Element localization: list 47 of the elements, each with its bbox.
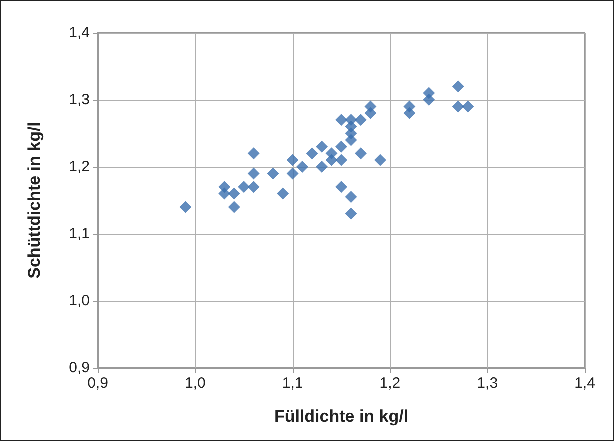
point <box>364 107 377 120</box>
point <box>306 148 318 160</box>
y-tick-label: 1,2 <box>69 158 90 176</box>
point <box>238 181 250 194</box>
point <box>345 208 358 220</box>
point <box>354 148 367 160</box>
point <box>336 140 348 153</box>
y-tick-label: 0,9 <box>69 360 90 376</box>
point <box>452 100 464 113</box>
point <box>336 154 348 166</box>
x-tick-label: 0,9 <box>88 375 108 392</box>
x-tick-label: 1,2 <box>380 375 401 392</box>
point <box>326 154 338 166</box>
point <box>316 161 328 173</box>
y-tick-label: 1,4 <box>69 24 90 42</box>
x-axis-title: Fülldichte in kg/l <box>274 407 409 426</box>
x-tick-label: 1,3 <box>477 375 498 392</box>
point <box>296 161 309 173</box>
point <box>286 154 299 166</box>
point <box>218 188 231 200</box>
point <box>336 181 348 194</box>
point <box>228 201 240 214</box>
point <box>277 188 290 200</box>
point <box>354 114 367 126</box>
point <box>248 148 260 160</box>
point <box>374 154 386 166</box>
point <box>336 114 348 126</box>
point <box>267 168 280 180</box>
y-axis-title: Schüttdichte in kg/l <box>25 122 44 279</box>
point <box>452 80 464 93</box>
x-tick-label: 1,4 <box>574 375 596 392</box>
x-tick-label: 1,1 <box>282 375 304 392</box>
point <box>248 181 260 194</box>
point <box>180 201 192 214</box>
y-tick-label: 1,0 <box>69 292 90 310</box>
x-tick-label: 1,0 <box>184 375 206 392</box>
point <box>248 168 260 180</box>
point <box>462 100 474 113</box>
point <box>316 140 328 153</box>
point <box>345 134 358 146</box>
point <box>228 188 240 200</box>
point <box>423 94 436 106</box>
point <box>404 107 416 120</box>
point <box>286 168 299 180</box>
y-tick-label: 1,1 <box>69 226 90 242</box>
point <box>345 191 358 204</box>
y-tick-label: 1,3 <box>69 92 90 108</box>
